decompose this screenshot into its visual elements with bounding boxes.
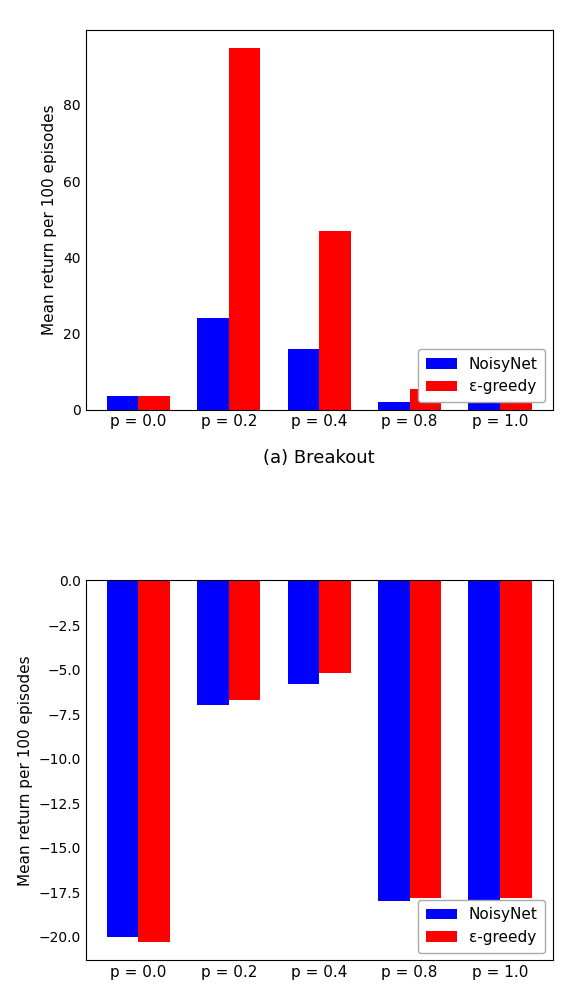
Legend: NoisyNet, ε-greedy: NoisyNet, ε-greedy <box>418 900 545 952</box>
Bar <box>139 580 170 942</box>
Bar <box>319 231 351 410</box>
Legend: NoisyNet, ε-greedy: NoisyNet, ε-greedy <box>418 349 545 402</box>
Text: (a) Breakout: (a) Breakout <box>263 449 375 467</box>
Bar <box>319 580 351 673</box>
Bar <box>410 580 441 898</box>
Bar <box>229 580 260 700</box>
Bar <box>287 580 319 684</box>
Bar <box>197 318 229 410</box>
Bar <box>378 402 410 410</box>
Bar <box>500 580 532 898</box>
Bar <box>469 580 500 910</box>
Bar <box>287 348 319 410</box>
Bar <box>139 396 170 410</box>
Bar <box>197 580 229 705</box>
Bar <box>107 580 139 937</box>
Bar <box>410 389 441 410</box>
Bar <box>107 396 139 410</box>
Bar <box>469 402 500 410</box>
Bar <box>378 580 410 901</box>
Y-axis label: Mean return per 100 episodes: Mean return per 100 episodes <box>18 655 32 886</box>
Bar <box>500 389 532 410</box>
Y-axis label: Mean return per 100 episodes: Mean return per 100 episodes <box>42 104 58 335</box>
Bar <box>229 48 260 410</box>
